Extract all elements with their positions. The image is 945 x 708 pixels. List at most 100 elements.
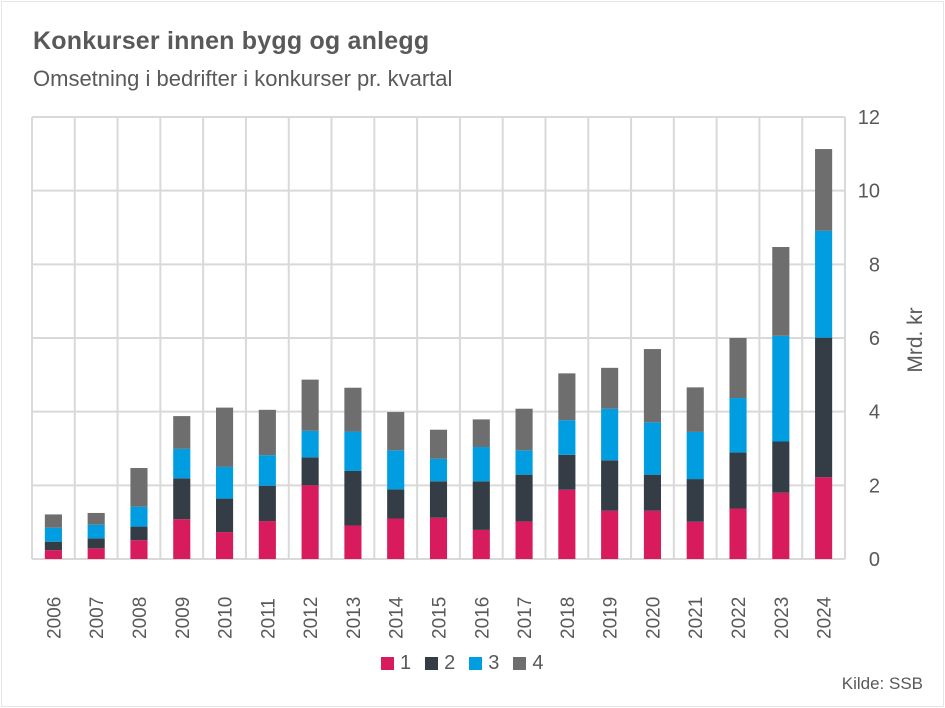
x-axis-ticks: 2006 2007 2008 2009 2010 2011 2012 2013 2014 2015… (44, 596, 835, 639)
bar-2017-q2 (515, 474, 533, 522)
legend: 1 2 3 4 (381, 652, 544, 675)
bar-2015-q1 (429, 517, 448, 559)
bar-2006-q1 (44, 550, 62, 559)
chart-subtitle: Omsetning i bedrifter i konkurser pr. kv… (33, 66, 453, 91)
bar-2016-q4 (472, 419, 490, 448)
y-axis-ticks: 0 2 4 6 8 10 12 (858, 107, 880, 571)
bar-2024-q3 (815, 230, 833, 338)
bar-2008-q4 (130, 468, 148, 507)
bar-2022-q1 (729, 508, 747, 559)
x-tick-label: 2009 (173, 597, 194, 639)
bar-2020-q1 (643, 510, 662, 559)
x-tick-label: 2008 (130, 597, 151, 639)
bar-2011-q2 (258, 485, 276, 522)
x-tick-label: 2014 (387, 596, 408, 639)
legend-label: 4 (532, 652, 544, 674)
bar-2012-q3 (301, 430, 319, 458)
bar-2007-q4 (87, 512, 105, 525)
bar-2023-q4 (772, 247, 790, 336)
bar-2010-q2 (215, 498, 234, 533)
bar-2019-q1 (601, 510, 619, 559)
bar-2018-q1 (558, 489, 576, 559)
bar-2011-q3 (258, 455, 276, 486)
bar-2009-q2 (173, 478, 191, 520)
source-note: Kilde: SSB (841, 674, 923, 693)
bar-2013-q1 (344, 525, 362, 559)
bar-2023-q2 (772, 441, 790, 493)
bar-2024-q2 (815, 337, 833, 478)
bar-2015-q2 (429, 481, 448, 518)
gridlines (31, 116, 846, 560)
bar-2022-q3 (729, 398, 747, 453)
bar-2018-q2 (558, 454, 576, 490)
bar-2017-q1 (515, 521, 533, 559)
x-tick-label: 2016 (472, 597, 493, 639)
x-tick-label: 2021 (686, 597, 707, 639)
bar-2021-q4 (686, 387, 704, 432)
bar-2018-q4 (558, 373, 576, 421)
bar-2011-q4 (258, 409, 276, 456)
x-tick-label: 2015 (430, 597, 451, 639)
bar-2021-q1 (686, 521, 704, 559)
bar-2014-q4 (387, 412, 405, 451)
bar-2009-q4 (173, 416, 191, 449)
x-tick-label: 2020 (643, 597, 664, 639)
x-tick-label: 2024 (815, 596, 836, 639)
x-tick-label: 2019 (601, 597, 622, 639)
bar-2014-q2 (387, 489, 405, 519)
bar-2016-q2 (472, 481, 490, 530)
y-tick-label: 6 (869, 328, 880, 350)
legend-swatch (381, 657, 394, 670)
y-tick-label: 10 (858, 181, 880, 203)
bar-2008-q3 (130, 506, 148, 527)
legend-label: 3 (488, 652, 500, 674)
bar-2023-q3 (772, 335, 790, 442)
bar-2011-q1 (258, 521, 276, 559)
legend-label: 1 (400, 652, 412, 674)
y-tick-label: 12 (858, 107, 880, 129)
bar-2008-q1 (130, 540, 148, 559)
bar-2024-q4 (815, 149, 833, 231)
bar-2015-q3 (429, 458, 448, 482)
bar-2008-q2 (130, 526, 148, 541)
bar-2021-q2 (686, 479, 704, 522)
x-tick-label: 2023 (772, 597, 793, 639)
bar-2006-q4 (44, 514, 62, 528)
x-tick-label: 2013 (344, 597, 365, 639)
y-tick-label: 4 (869, 402, 880, 424)
bar-2013-q3 (344, 431, 362, 471)
bar-2017-q4 (515, 408, 533, 451)
bar-2010-q3 (215, 466, 234, 499)
bar-2016-q3 (472, 447, 490, 482)
bar-2013-q2 (344, 470, 362, 526)
bar-2007-q1 (87, 548, 105, 559)
bar-2010-q1 (215, 532, 234, 559)
bar-2006-q3 (44, 527, 62, 542)
y-tick-label: 0 (869, 549, 880, 571)
bar-2023-q1 (772, 492, 790, 559)
bar-2020-q3 (643, 422, 662, 475)
bar-2006-q2 (44, 541, 62, 551)
bar-2017-q3 (515, 450, 533, 475)
bar-2014-q3 (387, 450, 405, 490)
bar-2019-q3 (601, 408, 619, 461)
bar-2021-q3 (686, 431, 704, 480)
x-tick-label: 2010 (216, 597, 237, 639)
legend-item-1: 1 (381, 652, 411, 675)
legend-label: 2 (444, 652, 456, 674)
bar-2018-q3 (558, 420, 576, 455)
x-tick-label: 2011 (258, 598, 279, 639)
bar-2020-q4 (643, 349, 662, 423)
legend-item-2: 2 (425, 652, 455, 675)
chart-title: Konkurser innen bygg og anlegg (33, 27, 430, 55)
bar-2010-q4 (215, 407, 234, 467)
y-axis-label: Mrd. kr (904, 307, 927, 372)
bar-2007-q3 (87, 524, 105, 539)
bar-2007-q2 (87, 538, 105, 549)
x-tick-label: 2006 (44, 597, 65, 639)
bar-2013-q4 (344, 387, 362, 432)
bar-2014-q1 (387, 518, 405, 559)
bar-2019-q2 (601, 460, 619, 511)
x-tick-label: 2007 (87, 597, 108, 639)
